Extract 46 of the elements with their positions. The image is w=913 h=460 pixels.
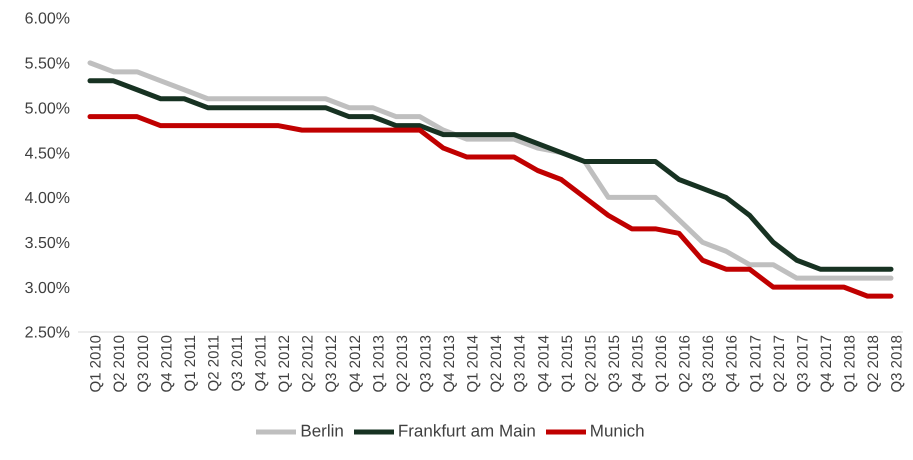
y-tick-label: 2.50% xyxy=(24,324,70,342)
x-tick-label: Q3 2016 xyxy=(700,335,718,393)
x-tick-label: Q4 2011 xyxy=(252,335,270,392)
x-tick-label: Q1 2015 xyxy=(558,335,576,393)
x-tick-label: Q1 2014 xyxy=(464,335,482,393)
x-tick-label: Q4 2012 xyxy=(346,335,364,393)
x-tick-label: Q1 2011 xyxy=(182,335,199,392)
x-tick-label: Q3 2012 xyxy=(323,335,340,393)
x-tick-label: Q3 2014 xyxy=(512,335,529,393)
x-tick-label: Q2 2010 xyxy=(111,335,128,393)
legend-label: Munich xyxy=(590,421,645,440)
x-tick-label: Q4 2014 xyxy=(535,335,552,393)
x-tick-label: Q2 2018 xyxy=(865,335,882,393)
x-tick-label: Q1 2010 xyxy=(88,335,105,393)
x-tick-label: Q1 2013 xyxy=(370,335,388,393)
x-tick-label: Q1 2017 xyxy=(747,335,764,393)
y-tick-label: 4.50% xyxy=(24,145,70,162)
x-tick-label: Q2 2011 xyxy=(205,335,222,392)
x-tick-label: Q3 2017 xyxy=(794,335,812,393)
x-tick-label: Q3 2011 xyxy=(229,335,246,392)
x-tick-label: Q2 2017 xyxy=(770,335,788,393)
x-tick-label: Q2 2012 xyxy=(300,335,317,393)
y-tick-label: 6.00% xyxy=(24,10,70,28)
x-tick-label: Q1 2016 xyxy=(653,335,670,393)
legend-label: Frankfurt am Main xyxy=(398,421,536,440)
x-tick-label: Q3 2013 xyxy=(417,335,434,393)
legend-label: Berlin xyxy=(300,421,344,440)
x-tick-label: Q1 2012 xyxy=(276,335,294,393)
x-tick-label: Q4 2013 xyxy=(441,335,458,393)
x-tick-label: Q4 2016 xyxy=(724,335,741,393)
y-tick-label: 3.50% xyxy=(24,234,70,252)
x-tick-label: Q4 2017 xyxy=(818,335,835,393)
x-tick-label: Q2 2016 xyxy=(676,335,694,393)
x-tick-label: Q2 2015 xyxy=(582,335,600,393)
x-tick-label: Q3 2018 xyxy=(888,335,906,393)
x-tick-label: Q3 2015 xyxy=(606,335,623,393)
x-tick-label: Q4 2015 xyxy=(630,335,647,393)
x-tick-label: Q1 2018 xyxy=(842,335,859,393)
y-tick-label: 5.50% xyxy=(24,56,70,73)
y-tick-label: 5.00% xyxy=(24,100,70,118)
x-tick-label: Q4 2010 xyxy=(158,335,176,393)
x-tick-label: Q3 2010 xyxy=(134,335,152,393)
x-tick-label: Q2 2014 xyxy=(488,335,506,393)
y-tick-label: 4.00% xyxy=(24,190,70,208)
y-tick-label: 3.00% xyxy=(24,280,70,297)
x-tick-label: Q2 2013 xyxy=(394,335,411,393)
